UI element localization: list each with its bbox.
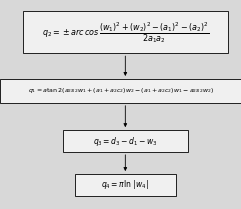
FancyBboxPatch shape (75, 174, 176, 196)
FancyBboxPatch shape (0, 79, 241, 103)
Text: $q_3 = d_3-d_1-w_3$: $q_3 = d_3-d_1-w_3$ (93, 135, 158, 148)
Text: $q_1 = a\tan 2(a_2s_2w_1+(a_1+a_2c_2)w_2-(a_1+a_2c_2)w_1-a_2s_2w_2)$: $q_1 = a\tan 2(a_2s_2w_1+(a_1+a_2c_2)w_2… (27, 86, 214, 96)
Text: $q_4 = \pi\ln\,|w_4|$: $q_4 = \pi\ln\,|w_4|$ (101, 178, 149, 191)
Text: $q_2 = \pm arc\,cos\,\dfrac{(w_1)^2+(w_2)^2-(a_1)^2-(a_2)^2}{2a_1a_2}$: $q_2 = \pm arc\,cos\,\dfrac{(w_1)^2+(w_2… (42, 20, 209, 45)
FancyBboxPatch shape (23, 11, 228, 53)
FancyBboxPatch shape (63, 130, 188, 152)
